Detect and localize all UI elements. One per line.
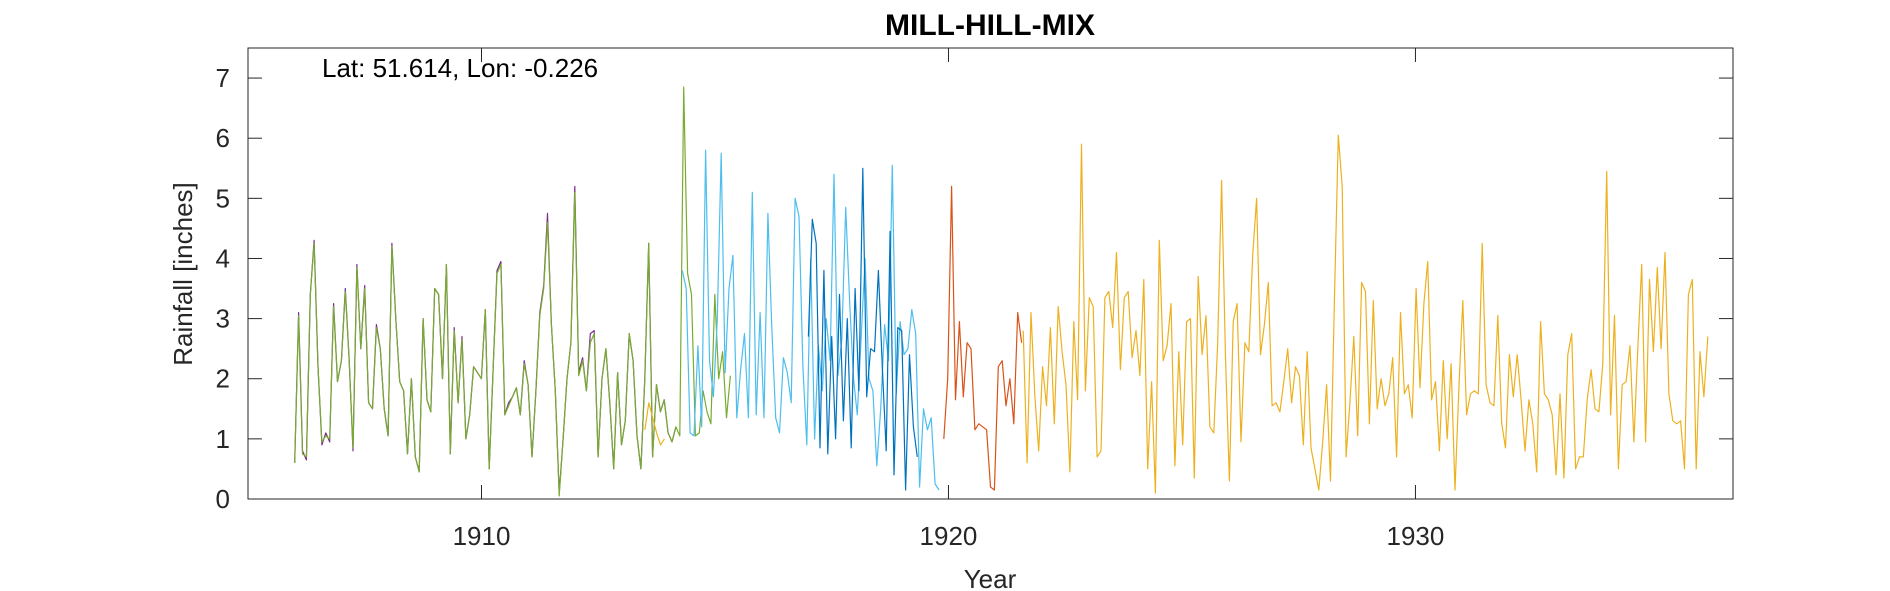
y-tick-label: 7	[216, 63, 230, 93]
y-tick-label: 2	[216, 364, 230, 394]
y-axis-label: Rainfall [inches]	[168, 182, 198, 366]
y-tick-label: 4	[216, 243, 230, 273]
x-tick-label: 1910	[453, 521, 511, 551]
x-tick-label: 1920	[920, 521, 978, 551]
x-axis-label: Year	[964, 564, 1017, 591]
y-tick-label: 5	[216, 183, 230, 213]
y-tick-label: 0	[216, 484, 230, 514]
x-tick-label: 1930	[1387, 521, 1445, 551]
plot-area	[247, 47, 1734, 500]
series-line-6	[943, 185, 1023, 491]
chart-title: MILL-HILL-MIX	[885, 9, 1095, 42]
coordinates-annotation: Lat: 51.614, Lon: -0.226	[322, 53, 598, 83]
axis-ticks	[248, 48, 1733, 500]
tick-labels: 1910 1920 1930 0 1 2 3 4 5 6 7	[216, 63, 1445, 551]
series-line-3	[644, 402, 665, 446]
y-tick-label: 1	[216, 424, 230, 454]
y-tick-label: 3	[216, 304, 230, 334]
series-layer	[294, 86, 1709, 497]
series-line-2	[294, 86, 731, 497]
series-line-5	[807, 167, 918, 491]
y-tick-label: 6	[216, 123, 230, 153]
series-line-7	[1022, 134, 1709, 494]
